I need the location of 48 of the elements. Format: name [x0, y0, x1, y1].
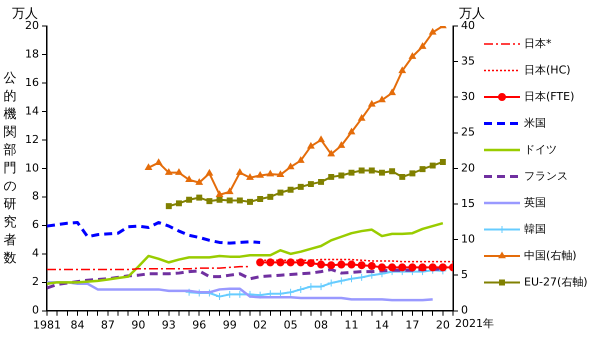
- y2-tick-label: 25: [461, 126, 476, 139]
- y-tick-label: 8: [32, 190, 39, 203]
- x-tick-label: 02: [253, 318, 268, 332]
- legend-label: ドイツ: [524, 142, 557, 156]
- x-tick-label: 96: [192, 318, 206, 332]
- y-tick-label: 18: [24, 47, 39, 60]
- text: 万人: [12, 6, 38, 22]
- legend-label: 日本(HC): [524, 63, 571, 76]
- y-tick-label: 2: [32, 275, 39, 288]
- x-tick-label: 05: [284, 318, 298, 332]
- x-tick-label: 11: [344, 318, 358, 332]
- legend-label: フランス: [524, 169, 568, 182]
- legend-label: 韓国: [524, 222, 546, 236]
- x-tick-label: 14: [374, 318, 389, 332]
- y2-tick-label: 20: [461, 161, 476, 174]
- y-tick-label: 6: [32, 218, 39, 232]
- y2-tick-label: 30: [461, 90, 476, 104]
- y-tick-label: 10: [24, 161, 39, 174]
- legend-label: 米国: [524, 116, 546, 130]
- x-tick-label: 17: [405, 318, 420, 332]
- y2-tick-label: 0: [461, 304, 468, 317]
- legend-label: EU-27(右軸): [524, 275, 588, 288]
- y-tick-label: 0: [32, 304, 39, 317]
- y2-axis-title: 万人: [459, 6, 485, 22]
- x-tick-label: 1981: [32, 318, 61, 332]
- x-tick-label: 90: [131, 318, 146, 332]
- y2-tick-label: 10: [461, 232, 476, 246]
- y-tick-label: 14: [24, 104, 39, 118]
- x-tick-label: 84: [70, 318, 84, 332]
- y2-tick-label: 35: [461, 54, 476, 68]
- legend-label: 日本(FTE): [524, 90, 574, 103]
- y2-tick-label: 15: [461, 196, 476, 210]
- y2-tick-label: 40: [461, 18, 476, 32]
- x-tick-label: 99: [222, 318, 237, 332]
- x-tick-label: 87: [100, 318, 115, 332]
- legend-label: 日本*: [524, 36, 552, 50]
- y-tick-label: 4: [32, 246, 39, 260]
- y-tick-label: 12: [24, 132, 39, 146]
- y-tick-label: 16: [24, 76, 39, 89]
- legend-label: 英国: [524, 196, 546, 209]
- legend-label: 中国(右軸): [524, 248, 577, 262]
- y2-tick-label: 5: [461, 268, 468, 282]
- y-tick-label: 20: [24, 18, 39, 32]
- text: 公的機関部門の研究者数: [4, 70, 16, 266]
- x-axis-title: 2021年: [455, 317, 494, 330]
- x-tick-label: 93: [162, 318, 176, 332]
- x-tick-label: 08: [314, 318, 328, 332]
- x-tick-label: 20: [436, 318, 450, 332]
